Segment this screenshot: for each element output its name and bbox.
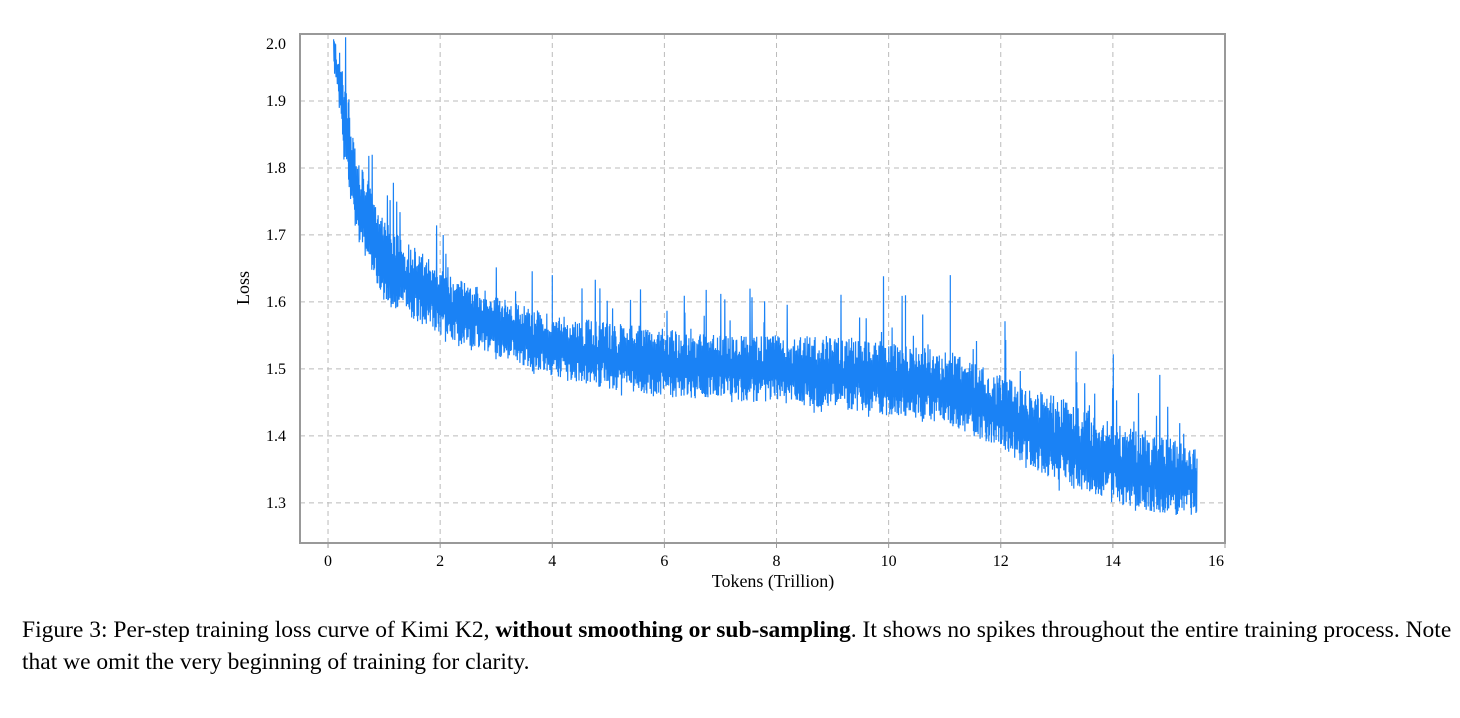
caption-text-end: . It shows no spikes throughout the enti…: [22, 617, 1452, 675]
caption-text: Figure 3: Per-step training loss curve o…: [22, 617, 496, 643]
y-tick-label: 1.3: [266, 495, 286, 512]
y-tick-label: 1.6: [266, 294, 286, 311]
plot-frame: [299, 33, 1226, 544]
x-tick-label: 12: [993, 553, 1009, 570]
x-tick-label: 14: [1105, 553, 1121, 570]
y-tick-label: 1.8: [266, 160, 286, 177]
x-axis-ticks: 0 2 4 6 8 10 12 14 16: [324, 543, 1226, 570]
x-tick-label: 16: [1208, 553, 1224, 570]
y-axis-label: Loss: [233, 271, 253, 305]
x-tick-label: 10: [881, 553, 897, 570]
loss-series: [333, 37, 1198, 516]
x-tick-label: 0: [324, 553, 332, 570]
x-tick-label: 8: [773, 553, 781, 570]
x-tick-label: 2: [436, 553, 444, 570]
y-tick-label: 2.0: [266, 36, 286, 53]
y-axis-ticks: 1.3 1.4 1.5 1.6 1.7 1.8 1.9 2.0: [266, 36, 286, 512]
figure-caption: Figure 3: Per-step training loss curve o…: [22, 614, 1452, 678]
x-axis-label: Tokens (Trillion): [712, 571, 835, 592]
y-tick-label: 1.7: [266, 227, 286, 244]
x-tick-label: 4: [548, 553, 556, 570]
caption-bold: without smoothing or sub-sampling: [495, 617, 851, 643]
y-tick-label: 1.9: [266, 93, 286, 110]
y-tick-label: 1.4: [266, 428, 286, 445]
x-tick-label: 6: [660, 553, 668, 570]
y-tick-label: 1.5: [266, 361, 286, 378]
